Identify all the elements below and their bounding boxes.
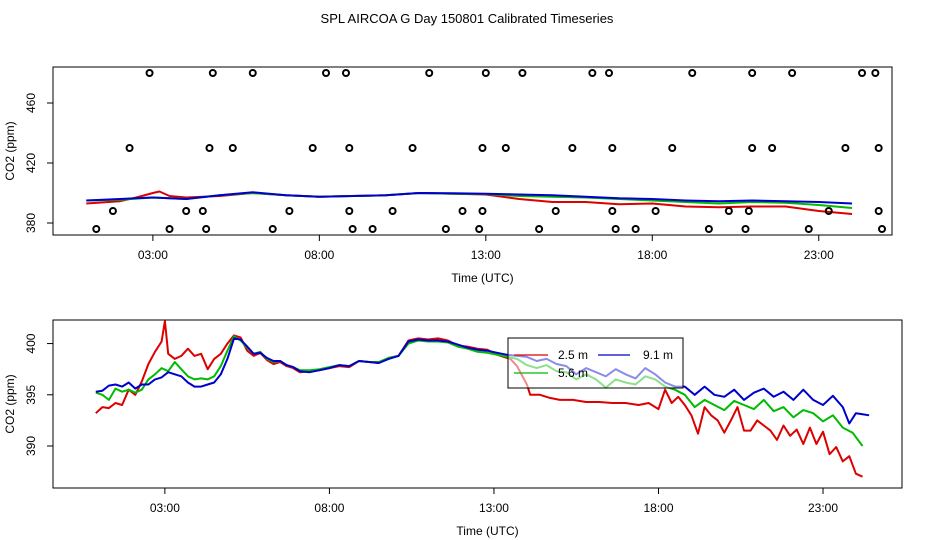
data-point — [588, 69, 597, 77]
x-tick-label: 23:00 — [804, 248, 834, 262]
data-point — [704, 225, 713, 233]
data-point — [518, 69, 527, 77]
data-point — [145, 69, 154, 77]
x-tick-label: 03:00 — [138, 248, 168, 262]
x-tick-label: 23:00 — [808, 501, 838, 515]
data-point — [285, 207, 294, 215]
data-point — [748, 69, 757, 77]
series-line-9-1-m — [95, 337, 870, 425]
data-point — [478, 207, 487, 215]
x-tick-label: 13:00 — [479, 501, 509, 515]
x-tick-label: 08:00 — [314, 501, 344, 515]
data-point — [368, 225, 377, 233]
data-point — [608, 207, 617, 215]
data-point — [631, 225, 640, 233]
data-point — [668, 144, 677, 152]
y-tick-label: 395 — [24, 384, 38, 404]
series-line-5-6-m — [95, 335, 864, 447]
data-point — [744, 207, 753, 215]
data-point — [605, 69, 614, 77]
x-tick-label: 18:00 — [637, 248, 667, 262]
x-axis-label: Time (UTC) — [456, 524, 518, 538]
plot-frame — [52, 319, 903, 489]
data-point — [551, 207, 560, 215]
data-point — [871, 69, 880, 77]
data-point — [341, 69, 350, 77]
data-point — [92, 225, 101, 233]
x-tick-label: 13:00 — [471, 248, 501, 262]
data-point — [408, 144, 417, 152]
x-tick-label: 08:00 — [304, 248, 334, 262]
data-point — [228, 144, 237, 152]
data-point — [651, 207, 660, 215]
data-point — [611, 225, 620, 233]
legend-label: 9.1 m — [643, 348, 673, 362]
data-point — [748, 144, 757, 152]
data-point — [198, 207, 207, 215]
legend-box — [507, 337, 684, 389]
data-point — [724, 207, 733, 215]
series-line-2-5-m — [95, 320, 863, 478]
data-point — [208, 69, 217, 77]
data-point — [804, 225, 813, 233]
bottom-panel: 03:00 08:00 13:00 18:00 23:00 390 395 400 Time (… — [3, 319, 903, 538]
data-point — [425, 69, 434, 77]
data-point — [441, 225, 450, 233]
data-point — [824, 207, 833, 215]
data-point — [125, 144, 134, 152]
data-point — [348, 225, 357, 233]
series-line-9-1-m — [86, 191, 853, 205]
data-point — [878, 225, 887, 233]
data-point — [688, 69, 697, 77]
legend-label: 5.6 m — [558, 366, 588, 380]
data-point — [788, 69, 797, 77]
data-point — [568, 144, 577, 152]
data-point — [478, 144, 487, 152]
data-point — [388, 207, 397, 215]
data-point — [535, 225, 544, 233]
data-point — [182, 207, 191, 215]
data-point — [268, 225, 277, 233]
top-panel: 03:00 08:00 13:00 18:00 23:00 380 420 460 Time (… — [3, 66, 893, 285]
data-point — [458, 207, 467, 215]
data-point — [322, 69, 331, 77]
data-point — [308, 144, 317, 152]
y-tick-label: 400 — [24, 333, 38, 353]
data-point — [248, 69, 257, 77]
y-tick-label: 460 — [24, 93, 38, 113]
chart-title: SPL AIRCOA G Day 150801 Calibrated Times… — [321, 11, 614, 26]
data-point — [841, 144, 850, 152]
data-point — [874, 207, 883, 215]
data-point — [858, 69, 867, 77]
data-point — [108, 207, 117, 215]
data-point — [205, 144, 214, 152]
data-point — [741, 225, 750, 233]
plot-frame — [52, 66, 893, 236]
data-point — [481, 69, 490, 77]
data-point — [608, 144, 617, 152]
legend: 2.5 m 9.1 m 5.6 m — [507, 337, 684, 389]
y-tick-label: 420 — [24, 153, 38, 173]
data-point — [874, 144, 883, 152]
data-point — [768, 144, 777, 152]
data-point — [345, 144, 354, 152]
x-axis-label: Time (UTC) — [451, 271, 513, 285]
x-tick-label: 18:00 — [643, 501, 673, 515]
data-point — [501, 144, 510, 152]
data-point — [165, 225, 174, 233]
y-axis-label: CO2 (ppm) — [3, 121, 17, 180]
y-tick-label: 380 — [24, 213, 38, 233]
y-axis-label: CO2 (ppm) — [3, 374, 17, 433]
data-point — [202, 225, 211, 233]
y-tick-label: 390 — [24, 436, 38, 456]
legend-label: 2.5 m — [558, 348, 588, 362]
data-point — [345, 207, 354, 215]
data-point — [475, 225, 484, 233]
x-tick-label: 03:00 — [150, 501, 180, 515]
